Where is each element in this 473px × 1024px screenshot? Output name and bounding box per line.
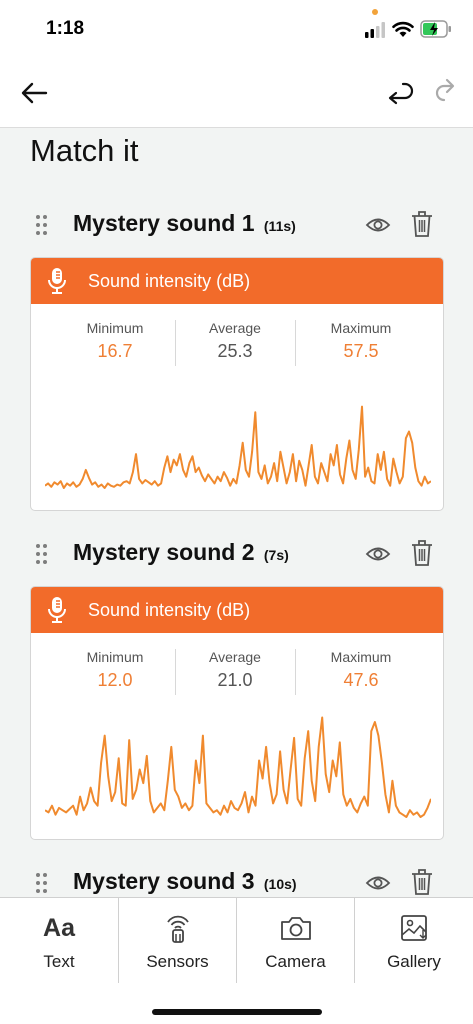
tab-label: Text (43, 952, 75, 971)
home-indicator-area (0, 983, 473, 1024)
sound-title-text: Mystery sound 2 (73, 539, 255, 565)
sound-title-text: Mystery sound 1 (73, 210, 255, 236)
stat-value: 21.0 (217, 670, 253, 690)
drag-handle[interactable] (36, 873, 50, 895)
trash-icon (412, 211, 432, 237)
stat-label: Maximum (330, 320, 392, 336)
card-header: Sound intensity (dB) (31, 587, 443, 633)
eye-icon (365, 876, 391, 890)
microphone-icon (48, 268, 66, 294)
stat-divider (295, 649, 296, 695)
camera-icon (280, 917, 311, 940)
battery-charging-icon (420, 20, 451, 38)
home-indicator[interactable] (152, 1009, 322, 1015)
stats-row: Minimum 16.7 Average 25.3 Maximum 57.5 (31, 314, 443, 370)
delete-button[interactable] (411, 539, 433, 567)
delete-button[interactable] (411, 868, 433, 896)
sensor-icon-wrap (119, 912, 236, 944)
waveform-line (45, 405, 431, 489)
tab-camera[interactable]: Camera (236, 898, 354, 984)
tab-label: Gallery (387, 952, 441, 971)
stat-average: Average 25.3 (175, 314, 295, 362)
arrow-left-icon (21, 82, 48, 104)
wifi-icon (392, 21, 414, 37)
stat-value: 12.0 (97, 670, 133, 690)
sound-title: Mystery sound 2 (7s) (73, 539, 289, 566)
sound-header: Mystery sound 1 (11s) (30, 206, 444, 246)
sound-title-text: Mystery sound 3 (73, 868, 255, 894)
status-bar: 1:18 (0, 0, 473, 58)
sound-title: Mystery sound 1 (11s) (73, 210, 296, 237)
top-nav (0, 58, 473, 128)
stat-maximum: Maximum 47.6 (301, 643, 421, 691)
text-icon: Aa (0, 912, 118, 944)
tab-label: Camera (265, 952, 326, 971)
stat-minimum: Minimum 12.0 (55, 643, 175, 691)
stat-maximum: Maximum 57.5 (301, 314, 421, 362)
sensor-icon (166, 915, 189, 943)
visibility-button[interactable] (365, 872, 391, 894)
delete-button[interactable] (411, 210, 433, 238)
tab-gallery[interactable]: Gallery (354, 898, 473, 984)
stat-divider (295, 320, 296, 366)
text-icon-glyph: Aa (43, 913, 75, 942)
sound-duration: (7s) (263, 547, 289, 563)
stat-label: Minimum (86, 320, 144, 336)
page-title: Match it (30, 133, 139, 168)
gallery-icon (401, 915, 427, 941)
stat-minimum: Minimum 16.7 (55, 314, 175, 362)
sound-title: Mystery sound 3 (10s) (73, 868, 297, 895)
gallery-icon-wrap (355, 912, 473, 944)
card-header-label: Sound intensity (dB) (88, 271, 251, 291)
stats-row: Minimum 12.0 Average 21.0 Maximum 47.6 (31, 643, 443, 699)
eye-icon (365, 218, 391, 232)
privacy-indicator-dot (372, 9, 378, 15)
card-header-label: Sound intensity (dB) (88, 600, 251, 620)
trash-icon (412, 540, 432, 566)
visibility-button[interactable] (365, 543, 391, 565)
sound-intensity-card[interactable]: Sound intensity (dB) Minimum 16.7 Averag… (30, 257, 444, 511)
sound-duration: (11s) (263, 218, 296, 234)
eye-icon (365, 547, 391, 561)
tab-label: Sensors (146, 952, 209, 971)
drag-handle[interactable] (36, 215, 50, 237)
stat-divider (175, 320, 176, 366)
cellular-signal-icon (365, 22, 385, 38)
redo-button[interactable] (430, 76, 464, 110)
microphone-icon (48, 597, 66, 623)
bottom-tab-bar: Aa Text Sensors Camera (0, 897, 473, 984)
stat-divider (175, 649, 176, 695)
waveform-graph (45, 716, 431, 818)
waveform-line (45, 716, 431, 818)
tab-sensors[interactable]: Sensors (118, 898, 236, 984)
redo-icon (435, 78, 455, 102)
stat-value: 16.7 (97, 341, 133, 361)
stat-label: Minimum (86, 649, 144, 665)
stat-label: Maximum (330, 649, 392, 665)
camera-icon-wrap (237, 912, 354, 944)
stat-label: Average (209, 649, 261, 665)
waveform-graph (45, 405, 431, 489)
sound-intensity-card[interactable]: Sound intensity (dB) Minimum 12.0 Averag… (30, 586, 444, 840)
sound-header: Mystery sound 2 (7s) (30, 535, 444, 575)
sound-duration: (10s) (263, 876, 297, 892)
back-button[interactable] (16, 76, 54, 110)
status-time: 1:18 (46, 18, 85, 39)
stat-value: 47.6 (343, 670, 379, 690)
trash-icon (412, 869, 432, 895)
card-header: Sound intensity (dB) (31, 258, 443, 304)
undo-icon (388, 82, 414, 105)
stat-value: 57.5 (343, 341, 379, 361)
stat-value: 25.3 (217, 341, 253, 361)
main-content: Match it Mystery sound 1 (11s) (0, 129, 473, 897)
sound-header: Mystery sound 3 (10s) (30, 864, 444, 897)
tab-text[interactable]: Aa Text (0, 898, 118, 984)
stat-average: Average 21.0 (175, 643, 295, 691)
visibility-button[interactable] (365, 214, 391, 236)
undo-button[interactable] (381, 76, 415, 110)
drag-handle[interactable] (36, 544, 50, 566)
stat-label: Average (209, 320, 261, 336)
